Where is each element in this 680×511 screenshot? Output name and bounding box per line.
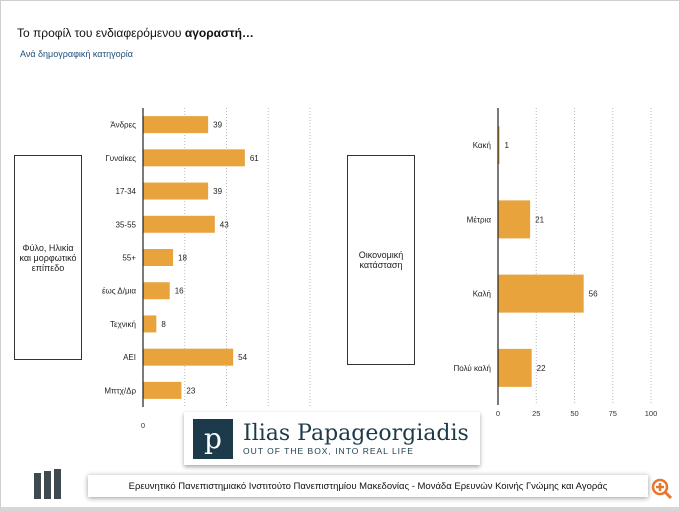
category-label: Άνδρες [110,121,136,130]
data-label: 22 [537,364,546,373]
x-tick-label: 75 [609,409,617,418]
category-label: 55+ [122,254,136,263]
zoom-in-icon[interactable] [651,478,673,500]
data-label: 56 [589,290,598,299]
data-label: 54 [238,353,247,362]
category-label: ΑΕΙ [123,353,136,362]
bar [143,348,234,366]
bar [143,249,174,266]
category-label: Τεχνική [110,320,136,329]
data-label: 43 [220,220,229,229]
slide-title: Το προφίλ του ενδιαφερόμενου αγοραστή… [17,26,254,40]
data-label: 39 [213,121,222,130]
bar [143,182,209,200]
category-label: Μπτχ/Δρ [104,386,136,395]
data-label: 8 [161,320,166,329]
bar [143,381,182,399]
x-tick-label: 50 [570,409,578,418]
data-label: 21 [535,215,544,224]
bar [143,149,245,167]
category-label: 35-55 [116,220,137,229]
category-label: Κακή [473,141,491,150]
category-label: έως Δ/μια [102,287,136,296]
institute-bars-icon [34,469,61,499]
x-tick-label: 25 [532,409,540,418]
bar [498,200,531,239]
data-label: 39 [213,187,222,196]
category-label: Πολύ καλή [454,364,491,373]
slide-subtitle: Ανά δημογραφική κατηγορία [20,49,133,59]
logo-name: Ilias Papageorgiadis [243,420,469,446]
footer-banner: Ερευνητικό Πανεπιστημιακό Ινστιτούτο Παν… [88,475,648,497]
category-label: Γυναίκες [105,154,136,163]
x-tick-label: 100 [645,409,658,418]
logo-mark-icon: p [193,418,233,459]
group-label-demographics: Φύλο, Ηλικία και μορφωτικό επίπεδο [14,155,82,360]
x-tick-label: 0 [496,409,500,418]
data-label: 16 [175,287,184,296]
bar [143,116,209,134]
bar [143,315,157,333]
data-label: 23 [186,386,195,395]
data-label: 1 [505,141,510,150]
bar [143,215,215,233]
bar [143,282,170,300]
bar [498,274,584,313]
data-label: 61 [250,154,259,163]
logo: p Ilias Papageorgiadis OUT OF THE BOX, I… [184,412,480,465]
data-label: 18 [178,254,187,263]
category-label: Καλή [473,290,491,299]
bar [498,126,500,165]
category-label: Μέτρια [467,215,492,224]
bar [498,348,532,387]
category-label: 17-34 [116,187,137,196]
logo-tagline: OUT OF THE BOX, INTO REAL LIFE [243,445,414,456]
x-tick-label: 0 [141,421,145,430]
group-label-economic: Οικονομική κατάσταση [347,155,415,365]
